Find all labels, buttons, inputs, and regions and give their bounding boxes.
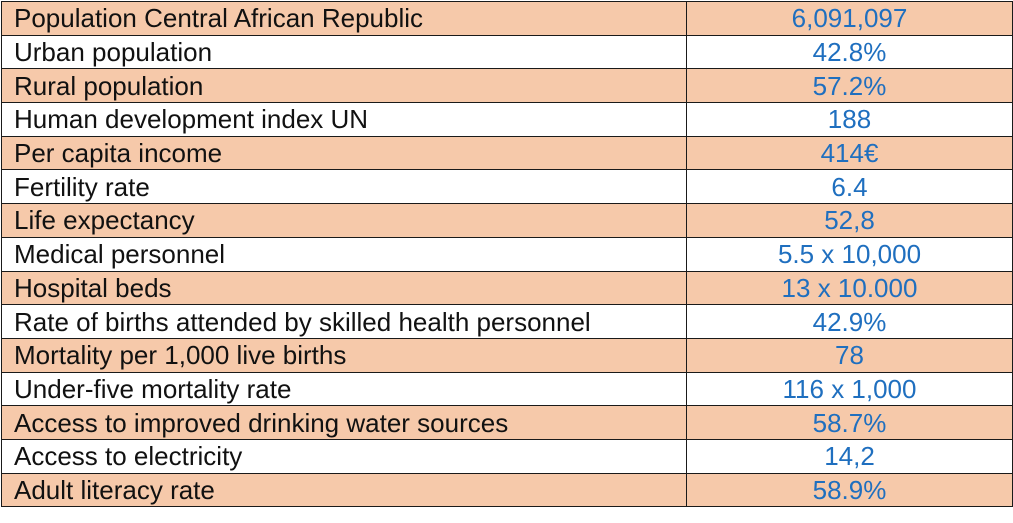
row-label: Rural population <box>1 68 687 104</box>
table-row: Urban population 42.8% <box>1 34 1013 70</box>
row-value: 78 <box>686 337 1013 373</box>
row-label: Human development index UN <box>1 102 687 137</box>
table-row: Fertility rate 6.4 <box>1 169 1013 205</box>
table-row: Life expectancy 52,8 <box>1 203 1013 238</box>
table-row: Rural population 57.2% <box>1 68 1013 104</box>
row-value: 14,2 <box>686 438 1013 474</box>
row-value: 5.5 x 10,000 <box>686 236 1013 272</box>
row-label: Life expectancy <box>1 203 687 238</box>
table-row: Adult literacy rate 58.9% <box>1 472 1013 508</box>
row-value: 6.4 <box>686 169 1013 205</box>
table-row: Under-five mortality rate 116 x 1,000 <box>1 371 1013 407</box>
row-label: Access to electricity <box>1 438 687 474</box>
row-label: Hospital beds <box>1 270 687 306</box>
row-value: 42.8% <box>686 34 1013 70</box>
table-row: Medical personnel 5.5 x 10,000 <box>1 236 1013 272</box>
row-label: Adult literacy rate <box>1 472 687 508</box>
table-row: Access to improved drinking water source… <box>1 405 1013 440</box>
row-label: Mortality per 1,000 live births <box>1 337 687 373</box>
row-label: Access to improved drinking water source… <box>1 405 687 440</box>
row-value: 52,8 <box>686 203 1013 238</box>
row-value: 57.2% <box>686 68 1013 104</box>
table-row: Rate of births attended by skilled healt… <box>1 304 1013 339</box>
row-label: Fertility rate <box>1 169 687 205</box>
row-value: 58.7% <box>686 405 1013 440</box>
table-row: Human development index UN 188 <box>1 102 1013 137</box>
row-value: 188 <box>686 102 1013 137</box>
row-value: 58.9% <box>686 472 1013 508</box>
statistics-table: Population Central African Republic 6,09… <box>1 1 1013 508</box>
table-row: Per capita income 414€ <box>1 135 1013 171</box>
row-value: 116 x 1,000 <box>686 371 1013 407</box>
row-label: Medical personnel <box>1 236 687 272</box>
row-value: 414€ <box>686 135 1013 171</box>
row-label: Rate of births attended by skilled healt… <box>1 304 687 339</box>
row-label: Population Central African Republic <box>1 1 687 36</box>
row-label: Under-five mortality rate <box>1 371 687 407</box>
statistics-table-body: Population Central African Republic 6,09… <box>1 1 1013 508</box>
table-row: Population Central African Republic 6,09… <box>1 1 1013 36</box>
table-row: Hospital beds 13 x 10.000 <box>1 270 1013 306</box>
row-value: 13 x 10.000 <box>686 270 1013 306</box>
table-row: Access to electricity 14,2 <box>1 438 1013 474</box>
row-label: Per capita income <box>1 135 687 171</box>
row-value: 6,091,097 <box>686 1 1013 36</box>
row-value: 42.9% <box>686 304 1013 339</box>
table-row: Mortality per 1,000 live births 78 <box>1 337 1013 373</box>
row-label: Urban population <box>1 34 687 70</box>
